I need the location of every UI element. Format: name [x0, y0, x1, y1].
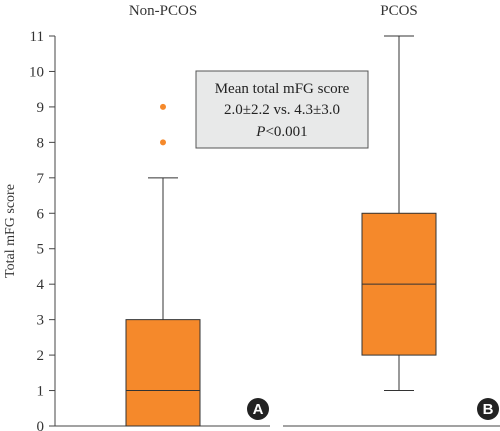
y-tick-label-3: 3: [37, 313, 45, 329]
y-axis: 0 1 2 3 4 5 6 7 8 9 10 11: [29, 29, 56, 431]
y-tick-label-2: 2: [37, 348, 45, 364]
y-axis-title: Total mFG score: [3, 184, 18, 278]
y-tick-label-0: 0: [37, 419, 45, 431]
box-group-non-pcos: Non-PCOS A: [125, 3, 269, 427]
annotation-box: Mean total mFG score 2.0±2.2 vs. 4.3±3.0…: [195, 70, 369, 149]
panel-badge-a: [247, 398, 269, 420]
outlier-point: [160, 139, 166, 146]
annotation-line-2: 2.0±2.2 vs. 4.3±3.0: [224, 102, 340, 118]
y-tick-label-7: 7: [37, 171, 45, 187]
y-tick-label-9: 9: [37, 100, 45, 116]
group-label-pcos: PCOS: [380, 3, 418, 19]
panel-letter-b: B: [483, 401, 494, 418]
y-tick-label-11: 11: [30, 29, 44, 45]
p-value: <0.001: [265, 124, 307, 140]
y-tick-label-8: 8: [37, 135, 45, 151]
box-group-pcos: PCOS B: [361, 3, 499, 420]
annotation-background: [195, 70, 369, 149]
annotation-line-1: Mean total mFG score: [215, 81, 350, 97]
box-iqr: [125, 319, 201, 427]
annotation-line-3: P<0.001: [255, 124, 307, 140]
panel-letter-a: A: [253, 401, 264, 418]
y-tick-label-5: 5: [37, 242, 45, 258]
group-label-non-pcos: Non-PCOS: [129, 3, 197, 19]
box-groups: Non-PCOS A PCOS B: [125, 3, 499, 427]
panel-badge-b: [477, 398, 499, 420]
outlier-point: [160, 103, 166, 110]
y-tick-label-6: 6: [37, 206, 45, 222]
y-tick-label-10: 10: [29, 64, 44, 80]
y-tick-label-1: 1: [37, 384, 45, 400]
p-symbol: P: [255, 124, 265, 140]
y-tick-label-4: 4: [37, 277, 45, 293]
